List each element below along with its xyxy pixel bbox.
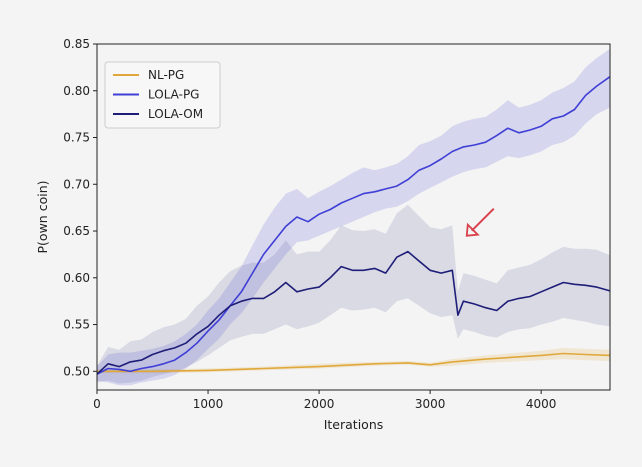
series-lines (96, 76, 611, 375)
x-tick-label: 1000 (193, 397, 224, 411)
band-lola-pg (97, 48, 610, 386)
x-tick-label: 4000 (526, 397, 557, 411)
y-axis-ticks: 0.50 0.55 0.60 0.65 0.70 0.75 0.80 0.85 (63, 37, 97, 378)
y-tick-label: 0.80 (63, 84, 90, 98)
y-tick-label: 0.60 (63, 271, 90, 285)
plot-frame (96, 43, 611, 391)
legend-label-lola-om: LOLA-OM (148, 107, 203, 121)
band-lola-om (97, 204, 610, 384)
x-tick-label: 2000 (304, 397, 335, 411)
legend-label-lola-pg: LOLA-PG (148, 88, 199, 102)
arrow-head (465, 222, 480, 237)
legend-box (104, 61, 221, 129)
y-tick-label: 0.55 (63, 318, 90, 332)
x-tick-label: 3000 (415, 397, 446, 411)
y-tick-label: 0.50 (63, 364, 90, 378)
line-lola-om (96, 250, 611, 375)
arrow-shaft (471, 207, 495, 232)
y-tick-label: 0.65 (63, 224, 90, 238)
y-tick-label: 0.70 (63, 177, 90, 191)
legend: NL-PG LOLA-PG LOLA-OM (104, 61, 221, 129)
annotation-arrow (465, 207, 495, 237)
line-nl-pg (97, 352, 611, 373)
y-tick-label: 0.85 (63, 37, 90, 51)
x-tick-label: 0 (93, 397, 101, 411)
x-axis-ticks: 0 1000 2000 3000 4000 (93, 390, 556, 411)
x-axis-title: Iterations (324, 417, 384, 432)
y-axis-title: P(own coin) (35, 181, 50, 254)
legend-label-nl-pg: NL-PG (148, 68, 184, 82)
y-tick-label: 0.75 (63, 131, 90, 145)
line-lola-pg (96, 76, 611, 375)
